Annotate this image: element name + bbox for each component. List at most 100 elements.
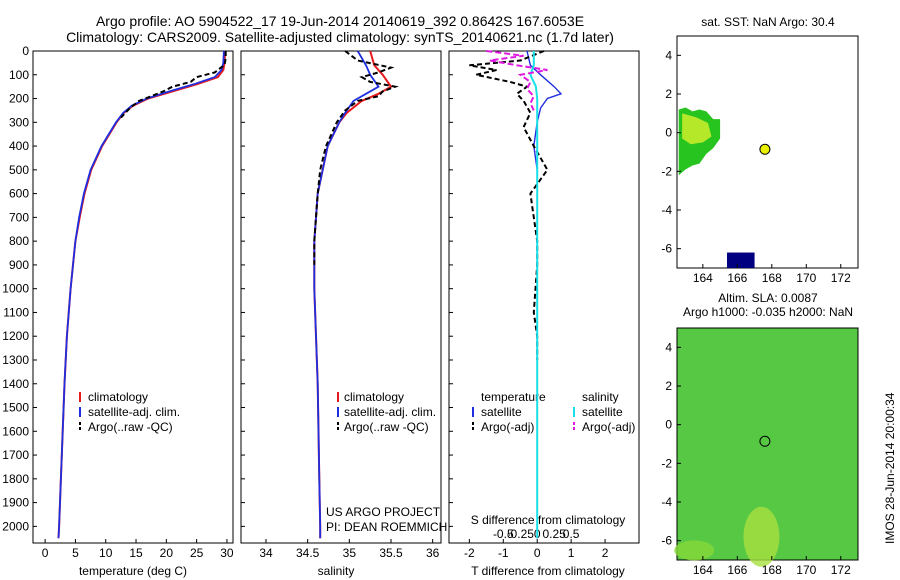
x-tick-label: 36 [426,546,440,560]
x-tick-label: 0 [42,546,49,560]
y-tick-label: 1600 [2,424,29,438]
map-x-tick-label: 168 [762,271,782,285]
map-y-tick-label: 2 [665,379,672,393]
x-tick-label: 34.5 [296,546,320,560]
map-x-tick-label: 164 [693,271,713,285]
y-tick-label: 300 [9,115,29,129]
sal-legend-climatology: climatology [344,390,404,404]
sla-high-patch-2 [674,540,715,561]
map-y-tick-label: 4 [665,48,672,62]
credit-project: US ARGO PROJECT [326,505,441,519]
y-tick-label: 1200 [2,329,29,343]
map-y-tick-label: -4 [661,495,672,509]
temp-legend-climatology: climatology [88,390,148,404]
map-x-tick-label: 168 [762,563,782,577]
y-tick-label: 1900 [2,496,29,510]
x-tick-label: 35 [343,546,357,560]
map-x-tick-label: 164 [693,563,713,577]
salinity-panel-frame [240,50,442,544]
y-tick-label: 1800 [2,472,29,486]
diff-legend-sal-satellite: satellite [582,405,623,419]
t-diff-xlabel: T difference from climatology [471,564,625,578]
t-diff-argo-line [469,50,549,360]
y-tick-label: 600 [9,187,29,201]
diff-legend-temp-satellite: satellite [481,405,522,419]
x-tick-label: 25 [190,546,204,560]
temp-satellite-line [57,50,225,539]
salinity-xlabel: salinity [318,564,355,578]
y-tick-label: 1000 [2,282,29,296]
x-tick-label: 5 [72,546,79,560]
sla-map-title-line1: Altim. SLA: 0.0087 [718,291,818,305]
temp-legend-argo: Argo(..raw -QC) [88,420,173,434]
sst-deep-blue-patch [726,252,755,268]
x-tick-label: 34 [259,546,273,560]
map-y-tick-label: 4 [665,340,672,354]
plot-title-line1: Argo profile: AO 5904522_17 19-Jun-2014 … [95,13,585,29]
y-tick-label: 2000 [2,519,29,533]
map-y-tick-label: -2 [661,456,672,470]
y-tick-label: 1400 [2,377,29,391]
s-diff-argo-line [486,50,548,111]
map-y-tick-label: -6 [661,534,672,548]
sal-legend-satellite: satellite-adj. clim. [344,405,436,419]
x-tick-label: 35.5 [379,546,403,560]
credit-pi: PI: DEAN ROEMMICH [326,520,447,534]
map-y-tick-label: 2 [665,87,672,101]
y-tick-label: 100 [9,68,29,82]
diff-legend-sal-argo: Argo(-adj) [582,420,635,434]
y-tick-label: 500 [9,163,29,177]
imos-watermark: IMOS 28-Jun-2014 20:00:34 [883,392,897,544]
x-tick-label: -2 [464,546,475,560]
diff-legend-temp-argo: Argo(-adj) [481,420,534,434]
x-tick-label: 10 [99,546,113,560]
sal-legend-argo: Argo(..raw -QC) [344,420,429,434]
sal-satellite-line [313,50,380,539]
y-tick-label: 700 [9,210,29,224]
y-tick-label: 1700 [2,448,29,462]
s-diff-xlabel: S difference from climatology [471,513,626,527]
y-tick-label: 200 [9,92,29,106]
map-y-tick-label: 0 [665,126,672,140]
map-y-tick-label: -2 [661,164,672,178]
y-tick-label: 900 [9,258,29,272]
map-y-tick-label: -6 [661,242,672,256]
y-tick-label: 800 [9,234,29,248]
temperature-panel-frame [32,50,234,544]
difference-panel-frame [448,50,640,544]
diff-legend-temperature: temperature [481,390,546,404]
temperature-xlabel: temperature (deg C) [79,564,187,578]
y-tick-label: 1300 [2,353,29,367]
y-tick-label: 0 [22,44,29,58]
y-tick-label: 1100 [3,305,29,319]
temp-argo-line [120,51,227,119]
map-y-tick-label: 0 [665,418,672,432]
x-tick-label: 30 [220,546,234,560]
sla-map-title-line2: Argo h1000: -0.035 h2000: NaN [683,305,853,319]
map-x-tick-label: 172 [831,563,851,577]
sla-high-patch [743,506,780,567]
map-x-tick-label: 172 [831,271,851,285]
map-x-tick-label: 166 [727,563,747,577]
x-tick-label: 0 [534,546,541,560]
plot-title-line2: Climatology: CARS2009. Satellite-adjuste… [66,29,614,45]
s-diff-tick-label: -0.5 [493,527,514,541]
y-tick-label: 400 [9,139,29,153]
x-tick-label: 20 [160,546,174,560]
sst-map-title: sat. SST: NaN Argo: 30.4 [701,15,835,29]
map-x-tick-label: 170 [796,271,816,285]
sst-yellow-patch [682,113,712,145]
diff-legend-salinity: salinity [582,390,619,404]
y-tick-label: 1500 [2,401,29,415]
x-tick-label: 2 [602,546,609,560]
map-x-tick-label: 166 [727,271,747,285]
x-tick-label: 15 [129,546,143,560]
argo-float-marker [759,143,771,155]
s-diff-tick-label: 0.5 [563,527,580,541]
x-tick-label: 1 [568,546,575,560]
x-tick-label: -1 [498,546,509,560]
s-diff-tick-label: 0.25 [542,527,566,541]
argo-float-marker [759,435,771,447]
map-x-tick-label: 170 [796,563,816,577]
